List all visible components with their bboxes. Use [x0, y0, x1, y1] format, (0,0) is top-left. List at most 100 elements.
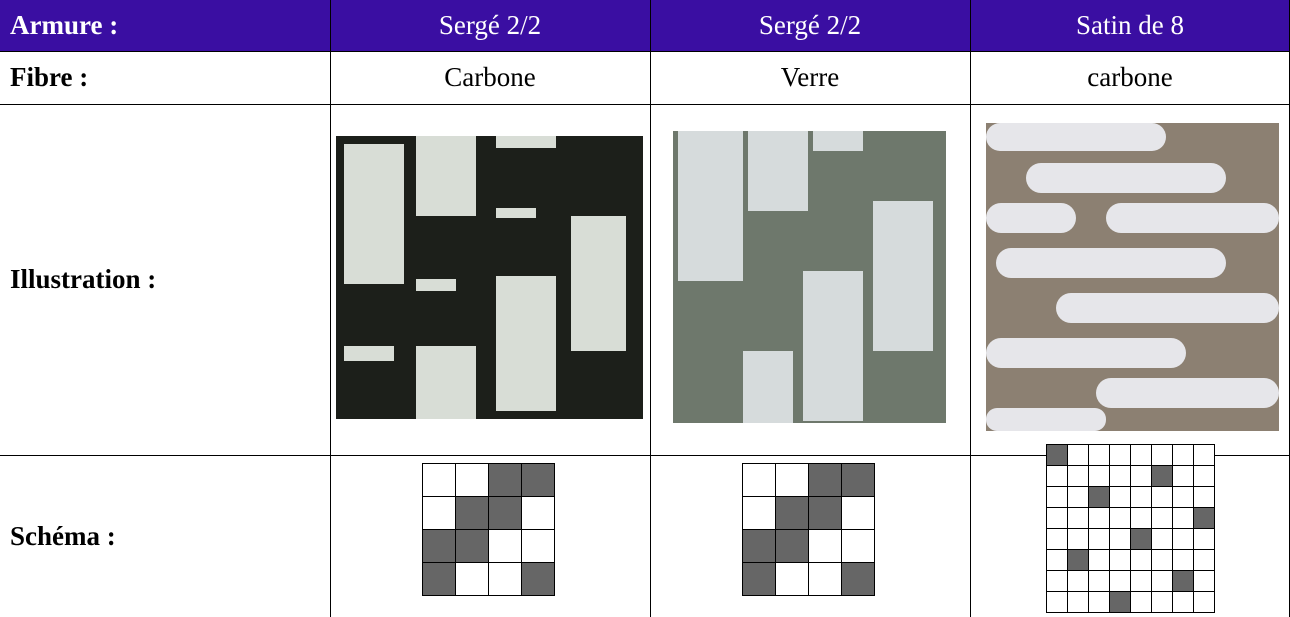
weave-cell [1130, 444, 1152, 466]
weave-cell [1193, 591, 1215, 613]
weave-cell [1193, 465, 1215, 487]
weave-cell [1151, 507, 1173, 529]
header-cell: Armure : [0, 0, 330, 51]
weave-cell [1172, 444, 1194, 466]
weave-cell [742, 496, 776, 530]
weave-cell [1067, 507, 1089, 529]
weave-cell [1151, 444, 1173, 466]
weave-cell [1193, 528, 1215, 550]
weave-cell [1088, 465, 1110, 487]
weave-cell [775, 529, 809, 563]
weave-cell [1046, 486, 1068, 508]
weave-cell [1046, 465, 1068, 487]
weave-cell [422, 496, 456, 530]
satin-photo [986, 123, 1279, 431]
weave-cell [488, 463, 522, 497]
weave-cell [1151, 570, 1173, 592]
weave-cell [1109, 528, 1131, 550]
weave-cell [1046, 570, 1068, 592]
weave-cell [521, 463, 555, 497]
weave-cell [1046, 549, 1068, 571]
weave-cell [455, 496, 489, 530]
weave-cell [488, 496, 522, 530]
weave-cell [775, 463, 809, 497]
weave-cell [1130, 570, 1152, 592]
weave-cell [1088, 549, 1110, 571]
weave-cell [422, 463, 456, 497]
rule [970, 0, 971, 617]
glass-twill-photo [673, 131, 946, 423]
weave-cell [1193, 444, 1215, 466]
weave-cell [1130, 549, 1152, 571]
weave-cell [1172, 486, 1194, 508]
weave-cell [1172, 591, 1194, 613]
weave-cell [1151, 549, 1173, 571]
carbon-twill-photo [336, 136, 643, 419]
weave-cell [1193, 486, 1215, 508]
weave-cell [1067, 528, 1089, 550]
weave-diagram [1046, 444, 1215, 613]
weave-cell [1130, 486, 1152, 508]
weave-cell [422, 562, 456, 596]
weave-cell [1109, 507, 1131, 529]
weave-cell [1067, 486, 1089, 508]
weave-cell [841, 496, 875, 530]
weave-cell [1130, 507, 1152, 529]
cell: Carbone [444, 62, 536, 92]
weave-cell [1172, 507, 1194, 529]
weave-cell [521, 562, 555, 596]
weave-cell [1172, 570, 1194, 592]
weave-cell [841, 463, 875, 497]
weave-cell [1067, 549, 1089, 571]
weave-cell [1109, 486, 1131, 508]
weave-cell [808, 496, 842, 530]
weave-cell [1193, 507, 1215, 529]
cell: Verre [780, 62, 840, 92]
weave-cell [1109, 570, 1131, 592]
rule [0, 104, 1290, 105]
weave-cell [1088, 528, 1110, 550]
weave-cell [1046, 444, 1068, 466]
weave-cell [1067, 444, 1089, 466]
weave-cell [1088, 591, 1110, 613]
weave-cell [742, 562, 776, 596]
weave-cell [742, 463, 776, 497]
weave-cell [455, 463, 489, 497]
weave-cell [775, 562, 809, 596]
weave-cell [1130, 528, 1152, 550]
rule [0, 455, 1290, 456]
weave-cell [1151, 465, 1173, 487]
weave-cell [1067, 591, 1089, 613]
weave-cell [1151, 528, 1173, 550]
weave-cell [1088, 507, 1110, 529]
row-label: Illustration : [10, 264, 157, 294]
weave-cell [841, 562, 875, 596]
weave-cell [808, 562, 842, 596]
weave-cell [1172, 528, 1194, 550]
weave-cell [1067, 465, 1089, 487]
weave-cell [1046, 591, 1068, 613]
weave-cell [455, 562, 489, 596]
weave-cell [1193, 570, 1215, 592]
weave-cell [1151, 591, 1173, 613]
weave-cell [742, 529, 776, 563]
weave-cell [1109, 549, 1131, 571]
cell: carbone [1087, 62, 1173, 92]
weave-cell [1151, 486, 1173, 508]
weave-cell [1109, 465, 1131, 487]
weave-cell [521, 496, 555, 530]
rule [0, 51, 1290, 52]
weave-cell [1130, 591, 1152, 613]
row-label: Schéma : [10, 520, 116, 551]
weave-cell [1172, 465, 1194, 487]
weave-cell [1193, 549, 1215, 571]
weave-cell [1088, 570, 1110, 592]
weave-cell [1109, 591, 1131, 613]
header-cell: Satin de 8 [970, 0, 1290, 51]
weave-cell [1109, 444, 1131, 466]
row-label: Fibre : [10, 62, 89, 92]
rule [650, 0, 651, 617]
weave-cell [488, 562, 522, 596]
weave-cell [1088, 486, 1110, 508]
